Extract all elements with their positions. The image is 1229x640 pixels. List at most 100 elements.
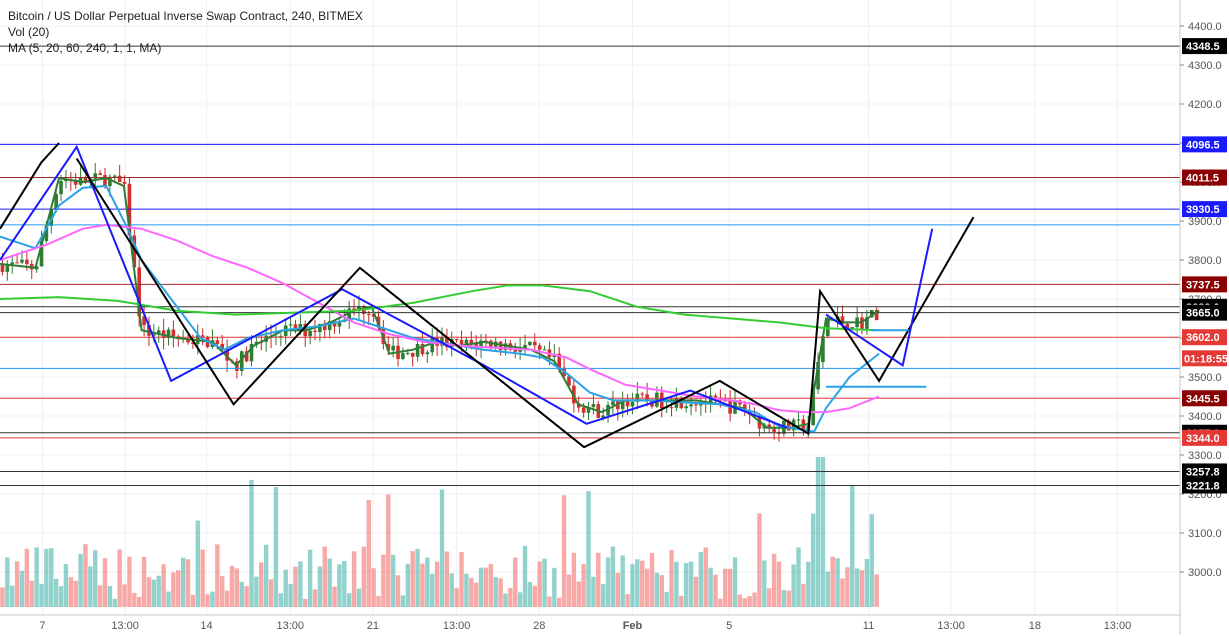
volume-bar	[635, 559, 640, 607]
candle-body	[532, 341, 537, 346]
volume-bar	[517, 592, 523, 607]
candle-body	[401, 353, 405, 359]
price-level-label: 4096.5	[1186, 139, 1220, 151]
volume-bar	[679, 595, 684, 607]
volume-bar	[767, 588, 772, 607]
volume-bar	[806, 561, 811, 607]
candle-body	[811, 389, 815, 426]
candle-body	[39, 240, 44, 267]
candle-body	[845, 323, 850, 329]
volume-bar	[522, 545, 528, 607]
volume-bar	[581, 564, 586, 607]
volume-bar	[664, 591, 669, 607]
volume-bar	[117, 549, 122, 607]
candle-body	[220, 344, 225, 349]
drawn-trend-line	[825, 228, 934, 367]
volume-bar	[39, 583, 44, 607]
volume-bar	[400, 595, 406, 607]
volume-bar	[151, 579, 157, 607]
price-level-label: 4011.5	[1186, 173, 1219, 185]
volume-bar	[796, 547, 801, 607]
volume-bar	[430, 573, 435, 607]
candle-body	[215, 340, 220, 345]
volume-bar	[273, 486, 279, 607]
volume-bar	[659, 575, 664, 607]
volume-bar	[166, 591, 171, 607]
candle-body	[103, 175, 107, 187]
volume-bar	[288, 584, 293, 607]
candle-body	[156, 330, 161, 335]
volume-bar	[488, 564, 494, 607]
y-tick-label: 3300.0	[1188, 450, 1222, 462]
candle-body	[586, 407, 591, 413]
y-tick-label: 4400.0	[1188, 21, 1222, 33]
x-tick-label: Feb	[623, 620, 643, 632]
volume-bar	[449, 573, 454, 607]
candle-body	[523, 345, 527, 349]
candle-body	[489, 340, 493, 348]
candle-body	[689, 404, 693, 407]
volume-bar	[307, 549, 313, 607]
volume-bar	[815, 457, 821, 607]
volume-bar	[459, 552, 464, 607]
volume-bar	[112, 598, 117, 607]
volume-bar	[58, 586, 64, 607]
y-tick-label: 4200.0	[1188, 99, 1222, 111]
candle-body	[406, 352, 410, 354]
candle-body	[293, 324, 298, 332]
volume-bar	[303, 598, 308, 607]
volume-bar	[723, 568, 728, 607]
volume-bar	[346, 593, 352, 607]
volume-bar	[425, 557, 430, 607]
candle-body	[537, 345, 542, 350]
candle-body	[410, 352, 415, 357]
ma-indicator-label: MA (5, 20, 60, 240, 1, 1, MA)	[8, 41, 162, 55]
volume-bar	[268, 579, 274, 607]
volume-bar	[127, 556, 132, 607]
volume-bar	[830, 556, 835, 607]
volume-bar	[547, 596, 552, 607]
volume-bar	[415, 549, 420, 607]
volume-bar	[644, 568, 650, 607]
volume-bar	[620, 555, 625, 607]
candle-body	[98, 173, 102, 176]
candle-body	[415, 344, 420, 357]
volume-bar	[136, 596, 142, 607]
candle-body	[786, 420, 791, 431]
chart-legend: Bitcoin / US Dollar Perpetual Inverse Sw…	[8, 8, 363, 56]
volume-bar	[825, 571, 831, 607]
volume-bar	[537, 561, 542, 607]
volume-bar	[542, 558, 547, 607]
candle-body	[620, 401, 625, 410]
candle-body	[449, 339, 454, 347]
price-level-label: 3602.0	[1186, 332, 1220, 344]
volume-bar	[44, 549, 49, 607]
candle-body	[117, 175, 122, 182]
price-level-tag	[1182, 276, 1227, 293]
x-tick-label: 13:00	[277, 620, 305, 632]
volume-bar	[361, 546, 367, 607]
candle-body	[630, 401, 635, 407]
volume-bar	[874, 574, 879, 607]
price-level-tag	[1182, 477, 1227, 494]
volume-bar	[850, 485, 855, 607]
y-tick-label: 3000.0	[1188, 567, 1222, 579]
candle-body	[64, 179, 68, 182]
volume-bar	[34, 547, 39, 607]
candle-body	[10, 262, 15, 265]
volume-bar	[327, 558, 332, 607]
volume-bar	[190, 594, 196, 607]
candle-body	[0, 263, 5, 272]
candle-body	[640, 393, 645, 395]
candle-body	[25, 259, 29, 264]
candle-body	[498, 341, 503, 351]
volume-bar	[508, 587, 513, 607]
volume-bar	[469, 577, 474, 607]
candle-body	[391, 345, 395, 351]
volume-bar	[630, 564, 635, 607]
volume-bar	[483, 567, 489, 607]
candle-body	[684, 406, 688, 409]
volume-bar	[224, 590, 230, 607]
